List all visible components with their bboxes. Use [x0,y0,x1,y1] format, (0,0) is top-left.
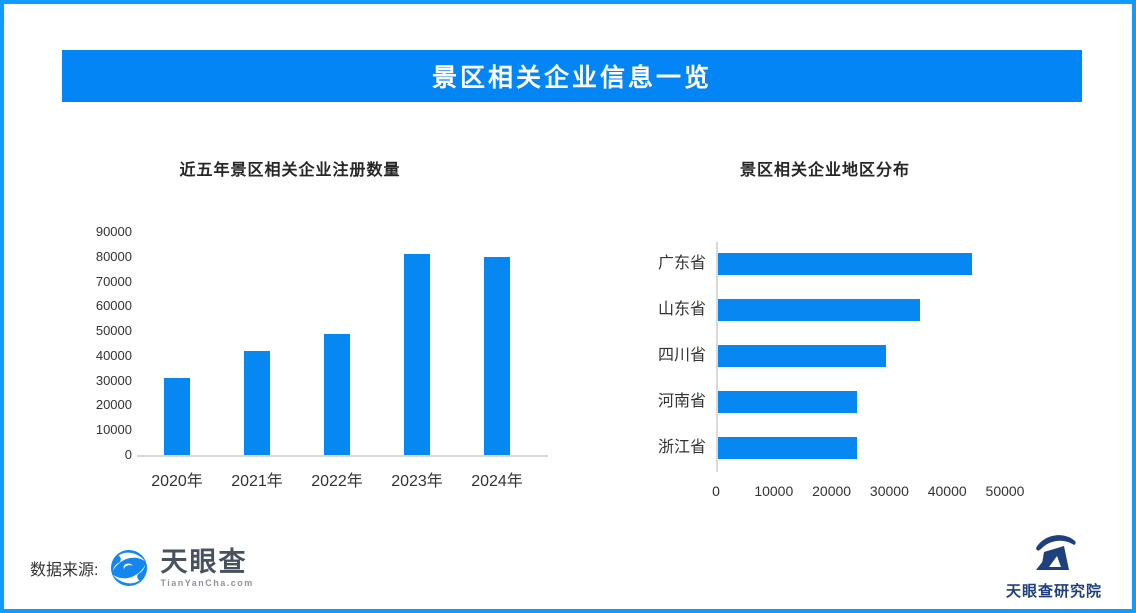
registration-column-chart: 0 10000 20000 30000 40000 50000 60000 70000 8000… [80,224,580,500]
page-title-banner: 景区相关企业信息一览 [62,50,1082,102]
y-axis-tick-label: 0 [124,447,132,462]
x-axis-tick-label: 40000 [927,483,967,499]
y-axis-line [716,242,718,472]
x-axis-category-label: 2024年 [471,473,523,490]
x-axis-tick-label: 0 [712,483,720,499]
bar-2022年 [324,334,350,455]
y-axis-tick-label: 90000 [95,224,132,239]
y-axis-tick-label: 20000 [95,397,132,413]
x-axis-category-label: 2020年 [151,473,203,490]
bar-2023年 [404,254,430,455]
bar-四川省 [718,345,886,367]
y-axis-tick-label: 30000 [95,372,132,388]
x-axis-line [137,455,548,457]
bar-2024年 [484,257,510,455]
data-source-label: 数据来源: [30,562,99,579]
bar-2021年 [244,351,270,455]
x-axis-tick-label: 20000 [812,483,852,499]
research-institute-label: 天眼查研究院 [1005,583,1102,600]
x-axis-category-label: 2023年 [391,473,443,490]
tianyancha-wordmark: 天眼查 TianYanCha.com [160,546,254,588]
category-label-四川省: 四川省 [657,347,706,364]
category-label-山东省: 山东省 [657,301,706,318]
x-axis-tick-label: 30000 [869,483,909,499]
bar-山东省 [718,299,920,321]
y-axis-tick-label: 50000 [95,323,132,339]
region-chart-title: 景区相关企业地区分布 [739,162,910,179]
y-axis-tick-label: 60000 [95,298,132,314]
y-axis-tick-label: 80000 [95,248,132,264]
y-axis-tick-label: 40000 [95,347,132,363]
bar-河南省 [718,391,857,413]
bar-2020年 [164,378,190,455]
research-institute: 天眼查研究院 [969,532,1132,601]
bar-广东省 [718,253,972,275]
x-axis-category-label: 2022年 [311,473,363,490]
category-label-浙江省: 浙江省 [657,439,706,456]
tianyancha-name: 天眼查 [160,546,248,577]
category-label-广东省: 广东省 [657,255,706,272]
y-axis-tick-label: 70000 [95,273,132,289]
category-label-河南省: 河南省 [657,393,706,410]
tianyancha-domain: TianYanCha.com [160,577,254,588]
tianyancha-logo-icon [110,549,148,587]
x-axis-tick-label: 50000 [985,483,1025,499]
x-axis-category-label: 2021年 [231,473,283,490]
registration-chart-title: 近五年景区相关企业注册数量 [179,162,401,179]
y-axis-tick-label: 10000 [95,422,132,438]
bar-浙江省 [718,437,857,459]
region-bar-chart: 广东省山东省四川省河南省浙江省 0 10000 20000 30000 40000 5000… [630,235,1100,510]
data-source: 数据来源: 天眼查 TianYanCha.com [30,546,254,590]
research-institute-logo-icon [1030,532,1078,576]
page-title: 景区相关企业信息一览 [431,64,712,92]
x-axis-tick-label: 10000 [754,483,794,499]
